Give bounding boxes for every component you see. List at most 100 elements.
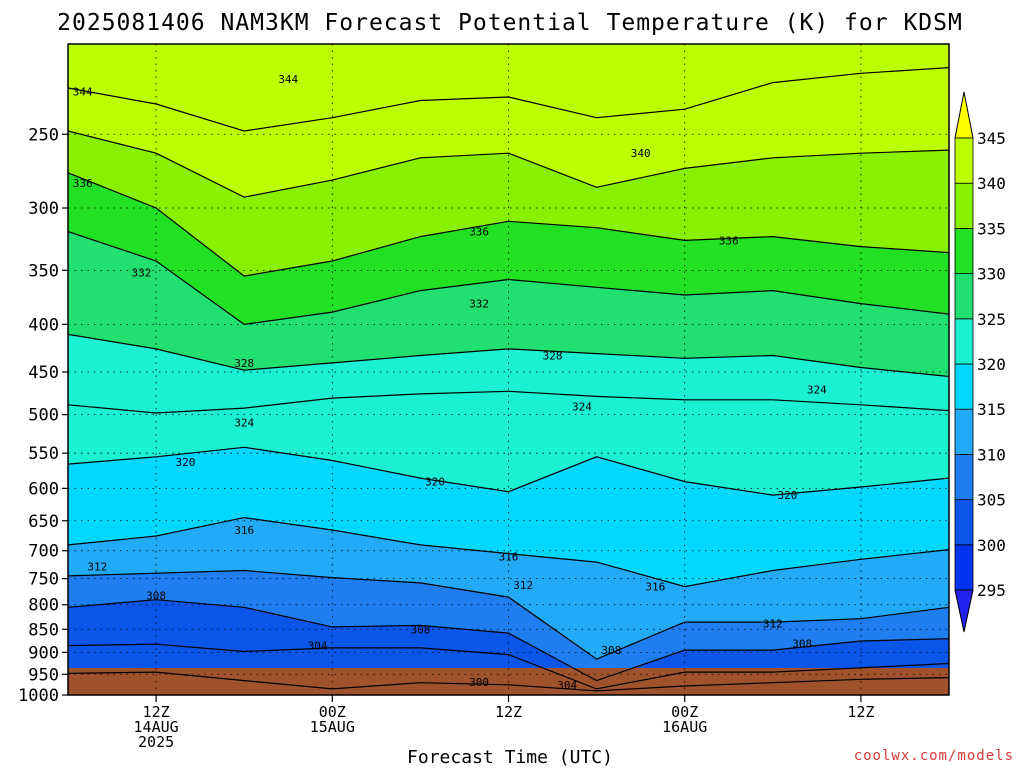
colorbar-label-335: 335	[977, 219, 1006, 238]
colorbar-segment-330	[954, 227, 974, 274]
contour-label-312: 312	[513, 579, 533, 592]
contour-340	[68, 130, 949, 198]
colorbar-arrow-top	[954, 91, 974, 139]
y-tick-label-500: 500	[28, 406, 59, 426]
contour-label-304: 304	[308, 640, 328, 653]
contour-label-320: 320	[425, 476, 445, 489]
x-tick-label-3-1: 16AUG	[662, 718, 707, 736]
contour-label-308: 308	[792, 637, 812, 650]
colorbar-label-320: 320	[977, 355, 1006, 374]
colorbar-segment-310	[954, 408, 974, 455]
colorbar-label-340: 340	[977, 174, 1006, 193]
y-tick-label-650: 650	[28, 512, 59, 532]
colorbar: 295 300 305 310 315 320 325 330 335 340 345	[954, 91, 1006, 633]
y-tick-label-400: 400	[28, 315, 59, 335]
x-tick-label-4-0: 12Z	[847, 703, 874, 721]
y-tick-label-300: 300	[28, 199, 59, 219]
x-axis-label: Forecast Time (UTC)	[407, 747, 613, 768]
contour-label-324: 324	[807, 384, 827, 397]
y-axis: 250 300 350 400 450 500 550 600 650 700 750 800 850 9…	[18, 125, 68, 706]
contour-label-308: 308	[410, 623, 430, 636]
contour-328	[68, 333, 949, 378]
grid-lines	[68, 44, 949, 695]
colorbar-arrow-bottom	[954, 589, 974, 633]
colorbar-segment-295	[954, 544, 974, 591]
contour-label-316: 316	[499, 550, 519, 563]
contour-label-332: 332	[469, 298, 489, 311]
contour-label-328: 328	[234, 357, 254, 370]
contour-label-312: 312	[763, 618, 783, 631]
contour-label-336: 336	[469, 226, 489, 239]
contour-label-300: 300	[469, 676, 489, 689]
colorbar-segment-305	[954, 453, 974, 500]
colorbar-label-300: 300	[977, 536, 1006, 555]
x-tick-label-2-0: 12Z	[495, 703, 522, 721]
contour-label-316: 316	[234, 524, 254, 537]
contour-label-320: 320	[176, 456, 196, 469]
contour-324	[68, 390, 949, 414]
contour-label-344: 344	[73, 86, 93, 99]
x-tick-label-1-1: 15AUG	[310, 718, 355, 736]
x-tick-label-0-1: 14AUG	[134, 718, 179, 736]
contour-label-340: 340	[631, 147, 651, 160]
colorbar-segment-315	[954, 363, 974, 410]
x-tick-label-0-2: 2025	[138, 733, 174, 751]
contour-308	[68, 599, 949, 682]
x-tick-label-3-0: 00Z	[671, 703, 698, 721]
colorbar-segment-300	[954, 499, 974, 546]
chart-title: 2025081406 NAM3KM Forecast Potential Tem…	[57, 10, 963, 36]
contour-label-324: 324	[234, 417, 254, 430]
y-tick-label-350: 350	[28, 261, 59, 281]
contour-316	[68, 516, 949, 588]
contour-332	[68, 231, 949, 326]
colorbar-label-315: 315	[977, 400, 1006, 419]
contour-label-312: 312	[87, 561, 107, 574]
contour-336	[68, 172, 949, 277]
temperature-fill-bands	[68, 44, 949, 695]
y-tick-label-950: 950	[28, 665, 59, 685]
y-tick-label-800: 800	[28, 596, 59, 616]
contour-344	[68, 67, 949, 132]
contour-label-332: 332	[131, 267, 151, 280]
y-tick-label-850: 850	[28, 620, 59, 640]
colorbar-label-325: 325	[977, 310, 1006, 329]
contour-312	[68, 569, 949, 660]
colorbar-label-310: 310	[977, 445, 1006, 464]
credit-text: coolwx.com/models	[854, 748, 1014, 764]
colorbar-label-305: 305	[977, 491, 1006, 510]
contour-label-336: 336	[73, 177, 93, 190]
y-tick-label-450: 450	[28, 363, 59, 383]
y-tick-label-1000: 1000	[18, 686, 59, 706]
y-tick-label-700: 700	[28, 542, 59, 562]
contour-label-336: 336	[719, 234, 739, 247]
fill-band-344	[68, 44, 949, 131]
contour-304	[68, 643, 949, 690]
y-tick-label-550: 550	[28, 444, 59, 464]
colorbar-label-295: 295	[977, 581, 1006, 600]
contour-label-308: 308	[601, 644, 621, 657]
x-tick-label-1-0: 00Z	[319, 703, 346, 721]
contour-labels: 344 344 340 336 336 336 332 332 328 328 324 324 324 3…	[73, 73, 827, 692]
contour-label-308: 308	[146, 590, 166, 603]
contour-lines	[68, 67, 949, 692]
y-tick-label-600: 600	[28, 479, 59, 499]
colorbar-segment-340	[954, 137, 974, 184]
contour-label-304: 304	[557, 679, 577, 692]
contour-label-324: 324	[572, 400, 592, 413]
contour-label-328: 328	[543, 350, 563, 363]
colorbar-segment-335	[954, 182, 974, 229]
contour-300	[68, 671, 949, 692]
colorbar-label-345: 345	[977, 129, 1006, 148]
colorbar-segment-325	[954, 273, 974, 320]
colorbar-segment-320	[954, 318, 974, 365]
colorbar-label-330: 330	[977, 265, 1006, 284]
contour-label-344: 344	[278, 73, 298, 86]
y-tick-label-900: 900	[28, 643, 59, 663]
contour-label-320: 320	[778, 489, 798, 502]
y-tick-label-750: 750	[28, 570, 59, 590]
x-tick-label-0-0: 12Z	[143, 703, 170, 721]
contour-320	[68, 446, 949, 496]
contour-label-316: 316	[645, 581, 665, 594]
